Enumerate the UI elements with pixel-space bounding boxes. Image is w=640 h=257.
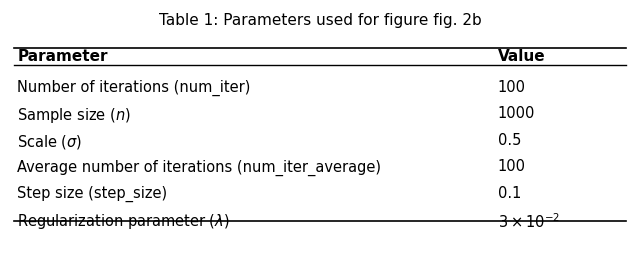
Text: 100: 100 xyxy=(498,80,525,95)
Text: Scale ($\sigma$): Scale ($\sigma$) xyxy=(17,133,83,151)
Text: Table 1: Parameters used for figure fig. 2b: Table 1: Parameters used for figure fig.… xyxy=(159,13,481,28)
Text: 0.1: 0.1 xyxy=(498,186,521,201)
Text: Number of iterations (num_iter): Number of iterations (num_iter) xyxy=(17,80,251,96)
Text: Parameter: Parameter xyxy=(17,49,108,64)
Text: 1000: 1000 xyxy=(498,106,535,122)
Text: Sample size ($n$): Sample size ($n$) xyxy=(17,106,131,125)
Text: Average number of iterations (num_iter_average): Average number of iterations (num_iter_a… xyxy=(17,159,381,176)
Text: 0.5: 0.5 xyxy=(498,133,521,148)
Text: 100: 100 xyxy=(498,159,525,174)
Text: $3 \times 10^{-2}$: $3 \times 10^{-2}$ xyxy=(498,212,559,231)
Text: Value: Value xyxy=(498,49,545,64)
Text: Regularization parameter ($\lambda$): Regularization parameter ($\lambda$) xyxy=(17,212,230,231)
Text: Step size (step_size): Step size (step_size) xyxy=(17,186,168,202)
